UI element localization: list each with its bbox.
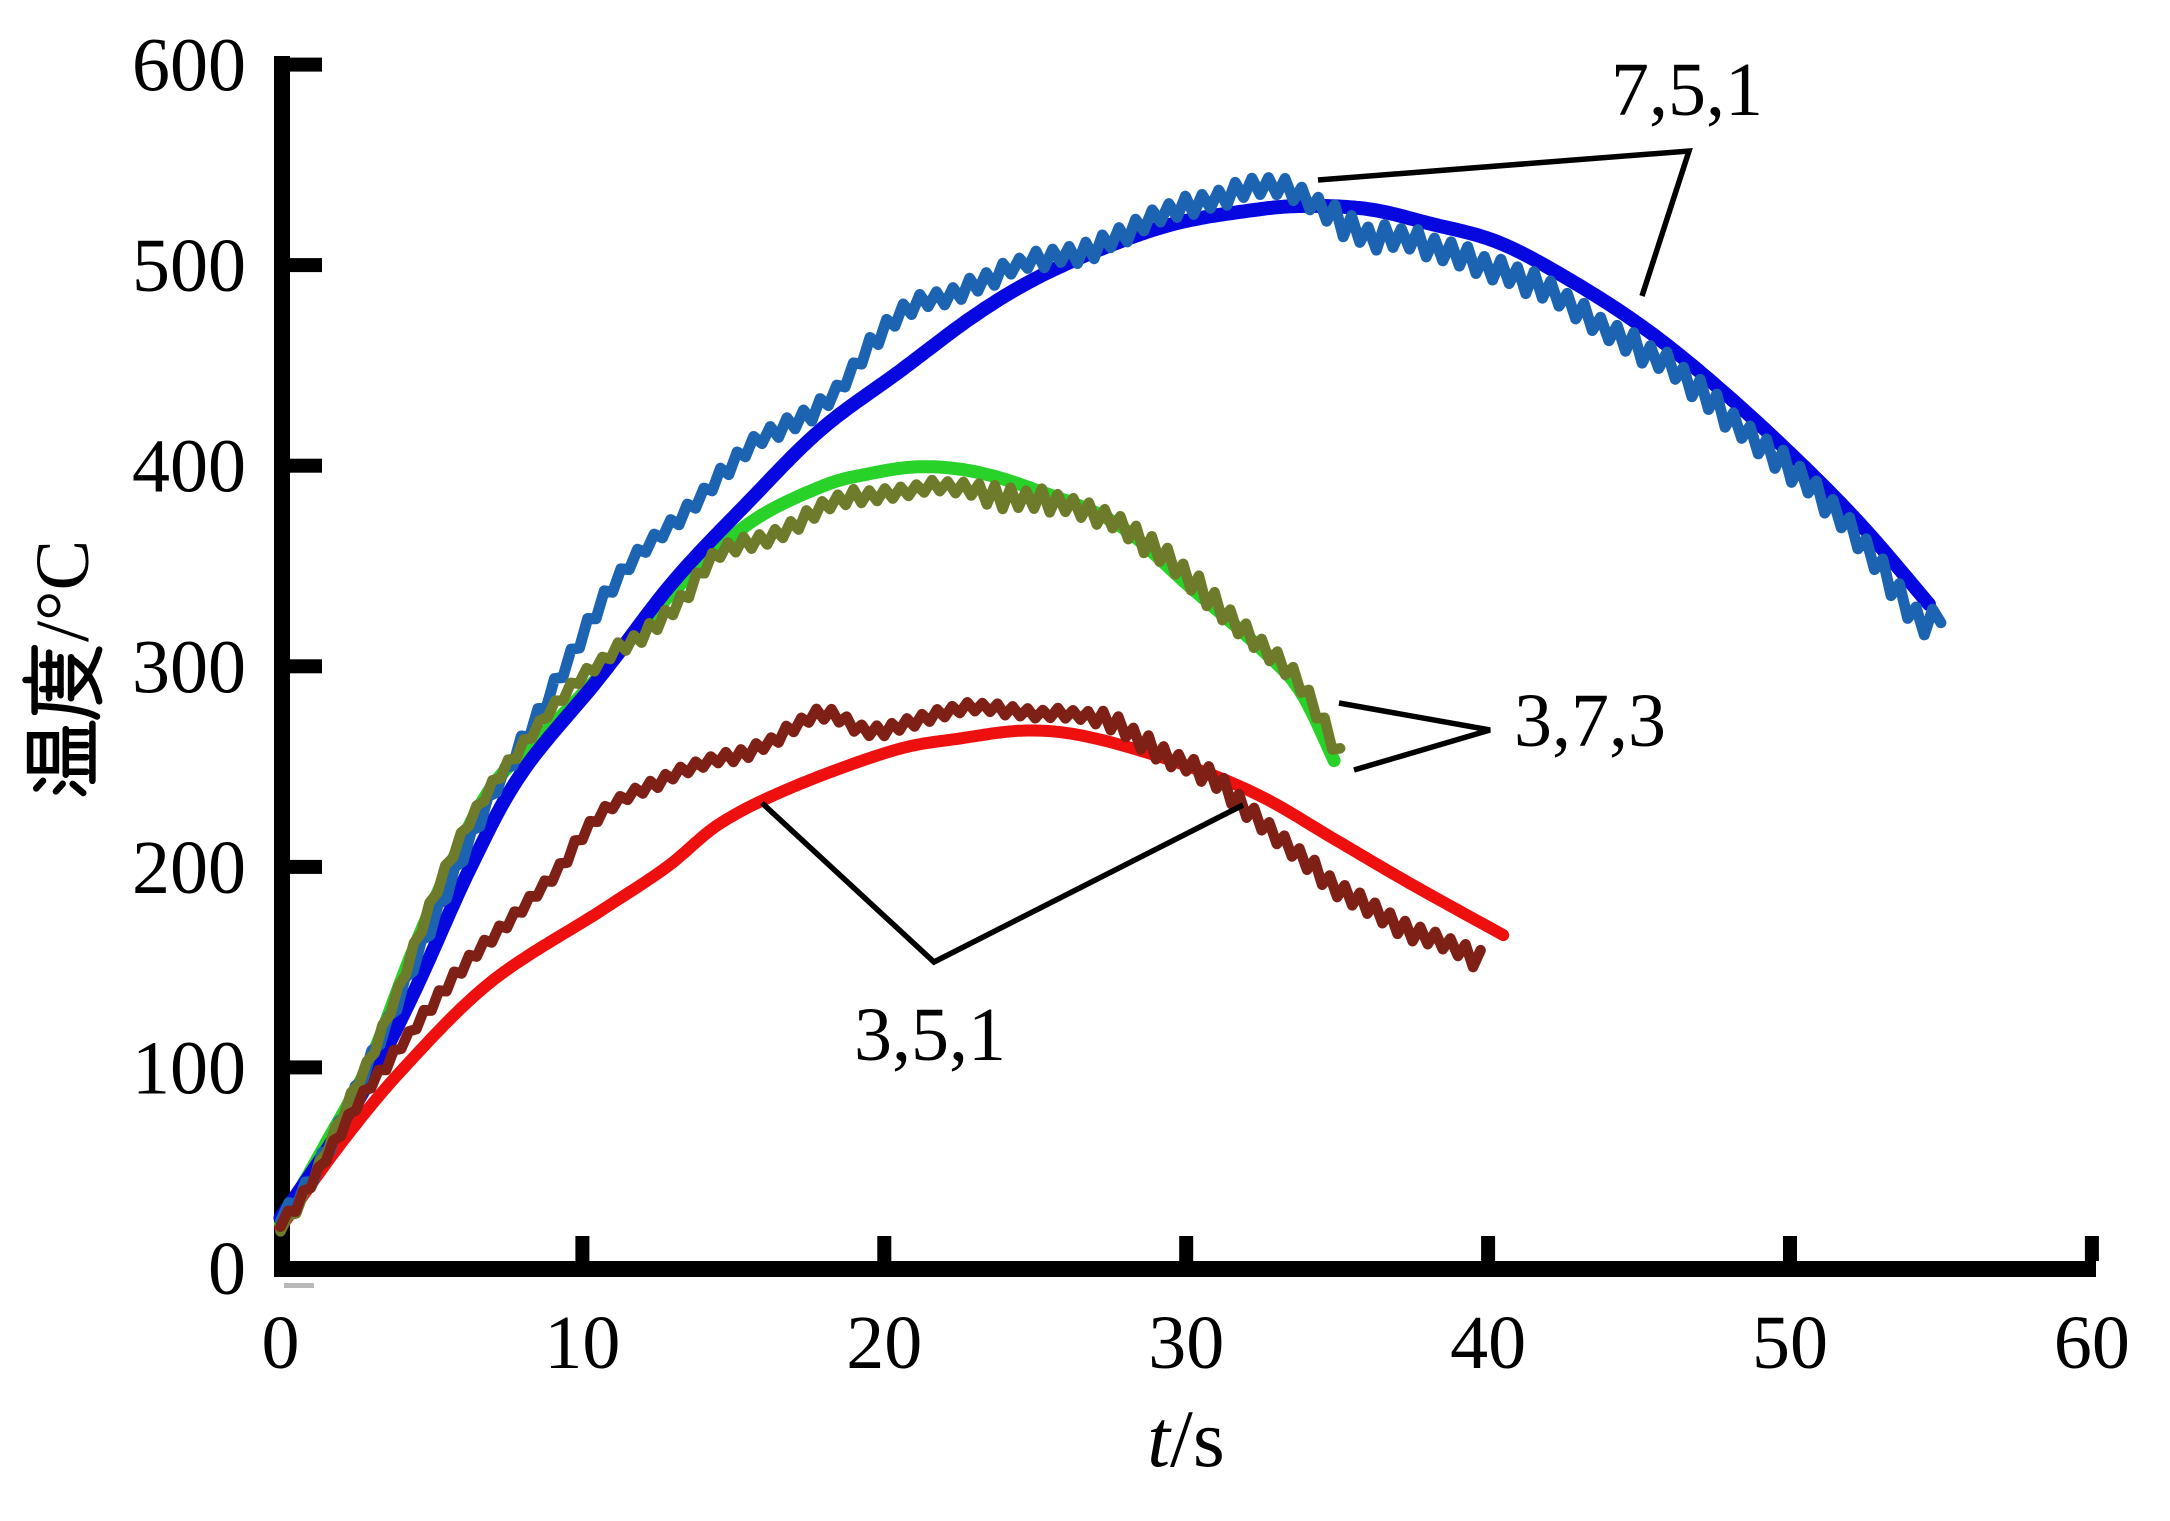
svg-text:40: 40 xyxy=(1450,1301,1526,1385)
svg-text:50: 50 xyxy=(1752,1301,1828,1385)
svg-text:7,5,1: 7,5,1 xyxy=(1611,48,1763,132)
svg-text:300: 300 xyxy=(132,625,246,709)
svg-text:60: 60 xyxy=(2054,1301,2130,1385)
svg-text:0: 0 xyxy=(208,1227,246,1311)
svg-text:500: 500 xyxy=(132,224,246,308)
svg-text:600: 600 xyxy=(132,24,246,108)
svg-text:3,7,3: 3,7,3 xyxy=(1514,679,1666,763)
svg-text:200: 200 xyxy=(132,826,246,910)
svg-text:10: 10 xyxy=(544,1301,620,1385)
svg-text:100: 100 xyxy=(132,1026,246,1110)
svg-text:30: 30 xyxy=(1148,1301,1224,1385)
svg-text:20: 20 xyxy=(846,1301,922,1385)
svg-text:t/s: t/s xyxy=(1147,1393,1225,1484)
svg-text:/°C: /°C xyxy=(21,540,105,642)
svg-text:400: 400 xyxy=(132,425,246,509)
svg-text:0: 0 xyxy=(262,1301,300,1385)
svg-text:3,5,1: 3,5,1 xyxy=(854,993,1006,1077)
